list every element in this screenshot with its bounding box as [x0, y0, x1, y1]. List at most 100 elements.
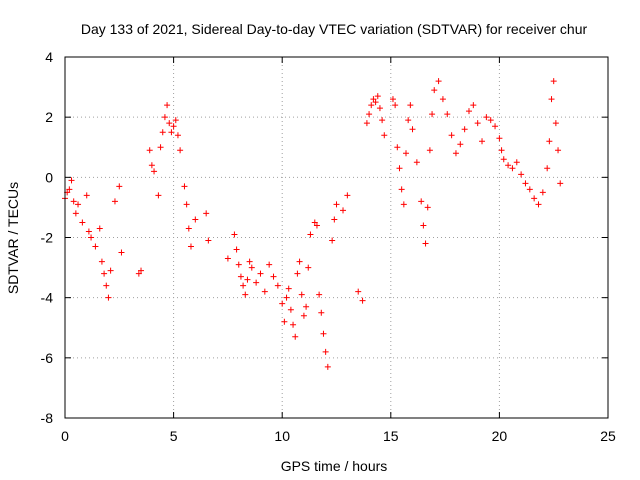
data-point — [505, 162, 512, 169]
data-point — [192, 216, 199, 223]
data-point — [270, 273, 277, 280]
data-point — [322, 348, 329, 355]
data-point — [96, 225, 103, 232]
data-point — [376, 105, 383, 112]
y-tick-label: 4 — [45, 49, 53, 65]
data-point — [174, 132, 181, 139]
data-point — [539, 189, 546, 196]
data-point — [426, 147, 433, 154]
data-point — [448, 132, 455, 139]
data-point — [409, 126, 416, 133]
data-point — [287, 306, 294, 313]
x-tick-label: 10 — [274, 428, 290, 444]
data-point — [435, 78, 442, 85]
data-point — [307, 231, 314, 238]
data-point — [407, 102, 414, 109]
data-point — [344, 192, 351, 199]
data-point — [400, 201, 407, 208]
data-point — [546, 138, 553, 145]
data-point — [498, 147, 505, 154]
data-point — [83, 192, 90, 199]
data-point — [85, 228, 92, 235]
data-point — [483, 114, 490, 121]
y-tick-label: -2 — [41, 230, 54, 246]
data-point — [103, 282, 110, 289]
data-point — [403, 150, 410, 157]
data-point — [313, 222, 320, 229]
data-point — [492, 123, 499, 130]
data-point — [148, 162, 155, 169]
data-point — [413, 159, 420, 166]
data-point — [509, 165, 516, 172]
data-point — [431, 87, 438, 94]
data-point — [292, 333, 299, 340]
data-point — [135, 270, 142, 277]
data-point — [281, 318, 288, 325]
data-point — [170, 123, 177, 130]
data-point — [187, 243, 194, 250]
data-point — [392, 102, 399, 109]
data-point — [418, 198, 425, 205]
y-axis-label: SDTVAR / TECUs — [5, 182, 21, 294]
data-point — [555, 147, 562, 154]
data-point — [66, 186, 73, 193]
x-tick-label: 15 — [383, 428, 399, 444]
data-point — [146, 147, 153, 154]
data-point — [111, 198, 118, 205]
data-point — [557, 180, 564, 187]
data-point — [340, 207, 347, 214]
data-point — [405, 117, 412, 124]
data-point — [324, 363, 331, 370]
data-point — [320, 330, 327, 337]
data-point — [470, 102, 477, 109]
data-point — [244, 276, 251, 283]
x-tick-label: 20 — [492, 428, 508, 444]
data-point — [116, 183, 123, 190]
data-point — [107, 267, 114, 274]
data-point — [253, 279, 260, 286]
data-point — [396, 165, 403, 172]
y-tick-label: -4 — [41, 290, 54, 306]
data-point — [331, 216, 338, 223]
data-point — [479, 138, 486, 145]
data-point — [101, 270, 108, 277]
data-point — [374, 93, 381, 100]
data-point — [305, 264, 312, 271]
data-point — [88, 234, 95, 241]
data-point — [237, 273, 244, 280]
data-point — [261, 288, 268, 295]
chart-title: Day 133 of 2021, Sidereal Day-to-day VTE… — [81, 21, 588, 37]
data-point — [318, 309, 325, 316]
data-point — [359, 297, 366, 304]
data-point — [203, 210, 210, 217]
data-point — [151, 168, 158, 175]
data-point — [274, 282, 281, 289]
data-point — [355, 288, 362, 295]
data-point — [333, 201, 340, 208]
data-point — [118, 249, 125, 256]
data-point — [550, 78, 557, 85]
data-point — [394, 144, 401, 151]
data-point — [68, 177, 75, 184]
data-point — [452, 150, 459, 157]
data-point — [177, 147, 184, 154]
data-point — [79, 219, 86, 226]
data-point — [279, 300, 286, 307]
data-point — [300, 312, 307, 319]
data-point — [205, 237, 212, 244]
data-point — [429, 111, 436, 118]
data-point — [283, 294, 290, 301]
data-point — [522, 180, 529, 187]
data-point — [500, 156, 507, 163]
data-point — [248, 264, 255, 271]
x-tick-label: 25 — [600, 428, 616, 444]
data-point — [294, 270, 301, 277]
data-point — [290, 321, 297, 328]
data-point — [420, 222, 427, 229]
data-point — [474, 120, 481, 127]
data-point — [161, 114, 168, 121]
data-point — [172, 117, 179, 124]
